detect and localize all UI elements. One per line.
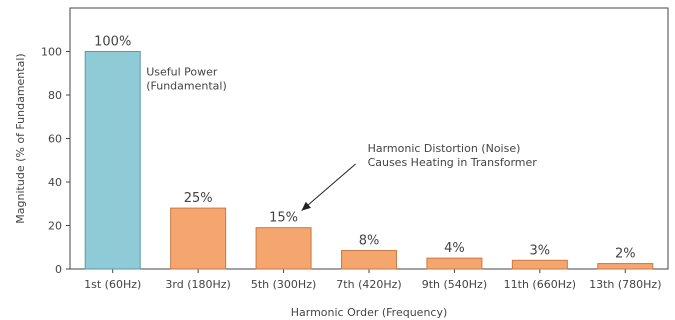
x-tick-label: 11th (660Hz) [504,278,576,291]
x-axis-title: Harmonic Order (Frequency) [291,306,448,319]
annotation-arrow-head [301,201,311,211]
y-tick-label: 0 [55,263,62,276]
y-tick-label: 60 [48,133,62,146]
bar-value-label: 100% [94,35,131,50]
plot-frame [69,7,669,270]
bar-value-label: 2% [615,247,636,262]
data-labels: 100% 25% 15% 8% 4% 3% 2% [94,35,635,262]
bar-4 [341,250,397,270]
bar-value-label: 8% [359,234,380,249]
bars [84,51,654,270]
bar-value-label: 3% [530,243,551,258]
x-axis: 1st (60Hz) 3rd (180Hz) 5th (300Hz) 7th (420… [84,269,661,291]
plot-border [69,7,669,270]
y-tick-label: 100 [41,46,62,59]
annotations: Useful Power(Fundamental) Harmonic Distor… [146,66,538,212]
x-tick-label: 13th (780Hz) [589,278,661,291]
x-tick-label: 9th (540Hz) [422,278,487,291]
x-tick-label: 1st (60Hz) [84,278,141,291]
annotation-distortion-line: Causes Heating in Transformer [368,156,538,169]
bar-7 [597,263,654,270]
x-tick-label: 7th (420Hz) [336,278,401,291]
bar-1 [84,51,141,270]
bar-value-label: 15% [269,211,298,226]
annotation-arrow-line [301,163,356,212]
annotation-fundamental-line: (Fundamental) [146,80,227,93]
bar-6 [511,259,568,270]
y-axis-title: Magnitude (% of Fundamental) [14,53,27,223]
y-axis: 0 20 40 60 80 100 [41,46,70,276]
y-tick-label: 20 [48,220,62,233]
x-tick-label: 3rd (180Hz) [165,278,230,291]
y-tick-label: 40 [48,176,62,189]
annotation-distortion-line: Harmonic Distortion (Noise) [368,142,521,155]
bar-3 [255,227,312,270]
bar-value-label: 25% [184,191,213,206]
bar-value-label: 4% [444,241,465,256]
annotation-fundamental-line: Useful Power [146,66,218,79]
y-tick-label: 80 [48,89,62,102]
x-tick-label: 5th (300Hz) [251,278,316,291]
bar-2 [170,207,227,270]
bar-5 [426,257,483,270]
